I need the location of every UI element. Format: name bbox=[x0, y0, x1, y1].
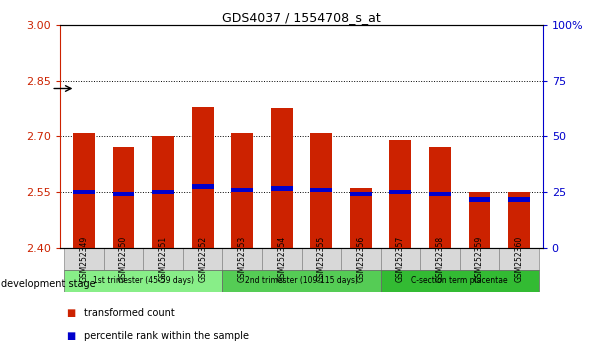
Bar bbox=[144, 248, 183, 270]
Bar bbox=[508, 192, 530, 248]
Text: GSM252355: GSM252355 bbox=[317, 236, 326, 282]
Bar bbox=[223, 248, 262, 270]
Bar bbox=[113, 147, 134, 248]
Text: ■: ■ bbox=[66, 308, 75, 318]
Bar bbox=[311, 188, 332, 193]
Bar bbox=[311, 132, 332, 248]
Title: GDS4037 / 1554708_s_at: GDS4037 / 1554708_s_at bbox=[222, 11, 381, 24]
Text: GSM252356: GSM252356 bbox=[356, 236, 365, 282]
Text: GSM252360: GSM252360 bbox=[514, 236, 523, 282]
Bar bbox=[271, 108, 292, 248]
Bar bbox=[73, 190, 95, 194]
Bar bbox=[262, 248, 302, 270]
Text: ■: ■ bbox=[66, 331, 75, 341]
Bar bbox=[73, 132, 95, 248]
Text: GSM252354: GSM252354 bbox=[277, 236, 286, 282]
Text: GSM252349: GSM252349 bbox=[80, 236, 89, 282]
Bar bbox=[302, 248, 341, 270]
Bar bbox=[380, 248, 420, 270]
Bar bbox=[192, 107, 213, 248]
Bar bbox=[390, 190, 411, 194]
Text: GSM252357: GSM252357 bbox=[396, 236, 405, 282]
Text: percentile rank within the sample: percentile rank within the sample bbox=[84, 331, 250, 341]
Bar bbox=[508, 197, 530, 202]
Bar bbox=[65, 248, 104, 270]
Bar bbox=[350, 192, 371, 196]
Bar bbox=[65, 270, 223, 292]
Text: GSM252352: GSM252352 bbox=[198, 236, 207, 282]
Text: GSM252353: GSM252353 bbox=[238, 236, 247, 282]
Bar bbox=[232, 132, 253, 248]
Text: 2nd trimester (109-115 days): 2nd trimester (109-115 days) bbox=[245, 276, 358, 285]
Text: GSM252358: GSM252358 bbox=[435, 236, 444, 282]
Bar bbox=[152, 190, 174, 194]
Bar bbox=[390, 140, 411, 248]
Text: GSM252359: GSM252359 bbox=[475, 236, 484, 282]
Bar bbox=[469, 192, 490, 248]
Bar bbox=[104, 248, 144, 270]
Text: GSM252350: GSM252350 bbox=[119, 236, 128, 282]
Text: development stage: development stage bbox=[1, 279, 96, 289]
Bar bbox=[350, 188, 371, 248]
Bar bbox=[152, 136, 174, 248]
Bar bbox=[380, 270, 538, 292]
Bar bbox=[192, 184, 213, 189]
Bar bbox=[223, 270, 380, 292]
Bar bbox=[429, 147, 451, 248]
Bar bbox=[499, 248, 538, 270]
Bar bbox=[469, 197, 490, 202]
Bar bbox=[429, 192, 451, 196]
Bar bbox=[113, 192, 134, 196]
Text: 1st trimester (45-59 days): 1st trimester (45-59 days) bbox=[93, 276, 194, 285]
Bar bbox=[341, 248, 380, 270]
Bar bbox=[420, 248, 459, 270]
Bar bbox=[232, 188, 253, 193]
Text: transformed count: transformed count bbox=[84, 308, 175, 318]
Bar bbox=[459, 248, 499, 270]
Bar bbox=[183, 248, 223, 270]
Text: GSM252351: GSM252351 bbox=[159, 236, 168, 282]
Bar bbox=[271, 186, 292, 190]
Text: C-section term placentae: C-section term placentae bbox=[411, 276, 508, 285]
